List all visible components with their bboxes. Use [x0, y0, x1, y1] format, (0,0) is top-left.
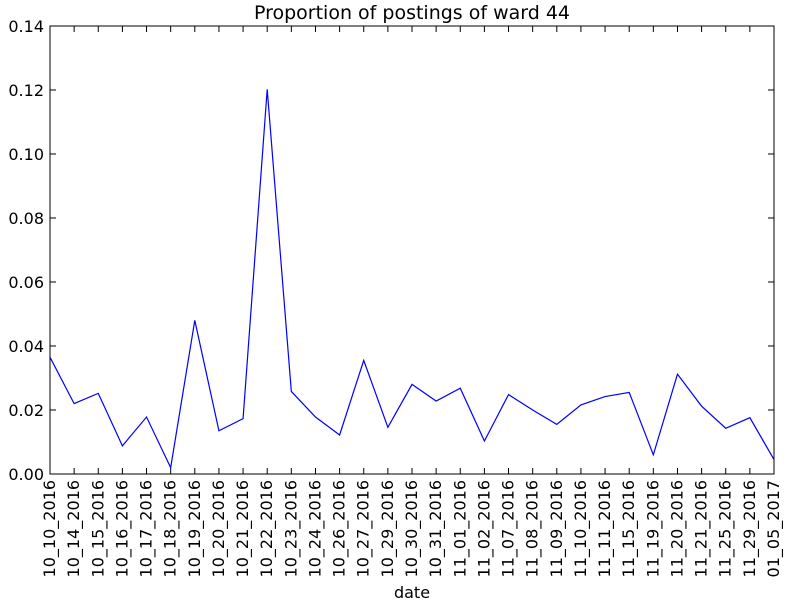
x-tick-label: 10_14_2016 — [64, 480, 84, 577]
x-tick-label: 10_20_2016 — [209, 480, 229, 577]
x-tick-label: 10_16_2016 — [112, 480, 132, 577]
y-tick-label: 0.12 — [8, 81, 44, 100]
x-tick-label: 11_02_2016 — [474, 480, 494, 577]
x-tick-label: 11_10_2016 — [571, 480, 591, 577]
x-tick-label: 10_30_2016 — [402, 480, 422, 577]
x-tick-label: 10_21_2016 — [233, 480, 253, 577]
x-tick-label: 11_07_2016 — [499, 480, 519, 577]
x-tick-label: 10_17_2016 — [137, 480, 157, 577]
x-tick-label: 11_21_2016 — [692, 480, 712, 577]
y-tick-label: 0.10 — [8, 145, 44, 164]
x-tick-label: 10_10_2016 — [40, 480, 60, 577]
x-tick-label: 11_15_2016 — [619, 480, 639, 577]
x-tick-label: 11_09_2016 — [547, 480, 567, 577]
x-tick-label: 10_26_2016 — [330, 480, 350, 577]
x-tick-label: 10_15_2016 — [88, 480, 108, 577]
x-tick-label: 11_11_2016 — [595, 480, 615, 577]
y-tick-label: 0.08 — [8, 209, 44, 228]
x-tick-label: 11_19_2016 — [643, 480, 663, 577]
chart-title: Proportion of postings of ward 44 — [254, 2, 570, 24]
x-tick-label: 11_25_2016 — [716, 480, 736, 577]
plot-frame — [49, 25, 775, 475]
x-tick-label: 11_29_2016 — [740, 480, 760, 577]
x-tick-label: 11_01_2016 — [450, 480, 470, 577]
y-tick-label: 0.04 — [8, 337, 44, 356]
x-tick-label: 10_29_2016 — [378, 480, 398, 577]
x-tick-label: 01_05_2017 — [764, 480, 784, 577]
x-tick-label: 10_23_2016 — [281, 480, 301, 577]
x-tick-label: 10_18_2016 — [161, 480, 181, 577]
x-tick-label: 10_22_2016 — [257, 480, 277, 577]
y-tick-label: 0.06 — [8, 273, 44, 292]
x-tick-label: 10_24_2016 — [305, 480, 325, 577]
x-tick-label: 11_20_2016 — [667, 480, 687, 577]
x-tick-label: 11_08_2016 — [523, 480, 543, 577]
y-tick-label: 0.00 — [8, 465, 44, 484]
x-tick-label: 10_27_2016 — [354, 480, 374, 577]
x-tick-label: 10_31_2016 — [426, 480, 446, 577]
series-line — [49, 89, 775, 470]
y-tick-label: 0.14 — [8, 17, 44, 36]
y-tick-label: 0.02 — [8, 401, 44, 420]
x-tick-label: 10_19_2016 — [185, 480, 205, 577]
plot-area: 0.00 0.02 0.04 0.06 0.08 0.10 0.12 0.14 10_10_20… — [8, 17, 784, 577]
x-axis-label: date — [394, 583, 430, 600]
